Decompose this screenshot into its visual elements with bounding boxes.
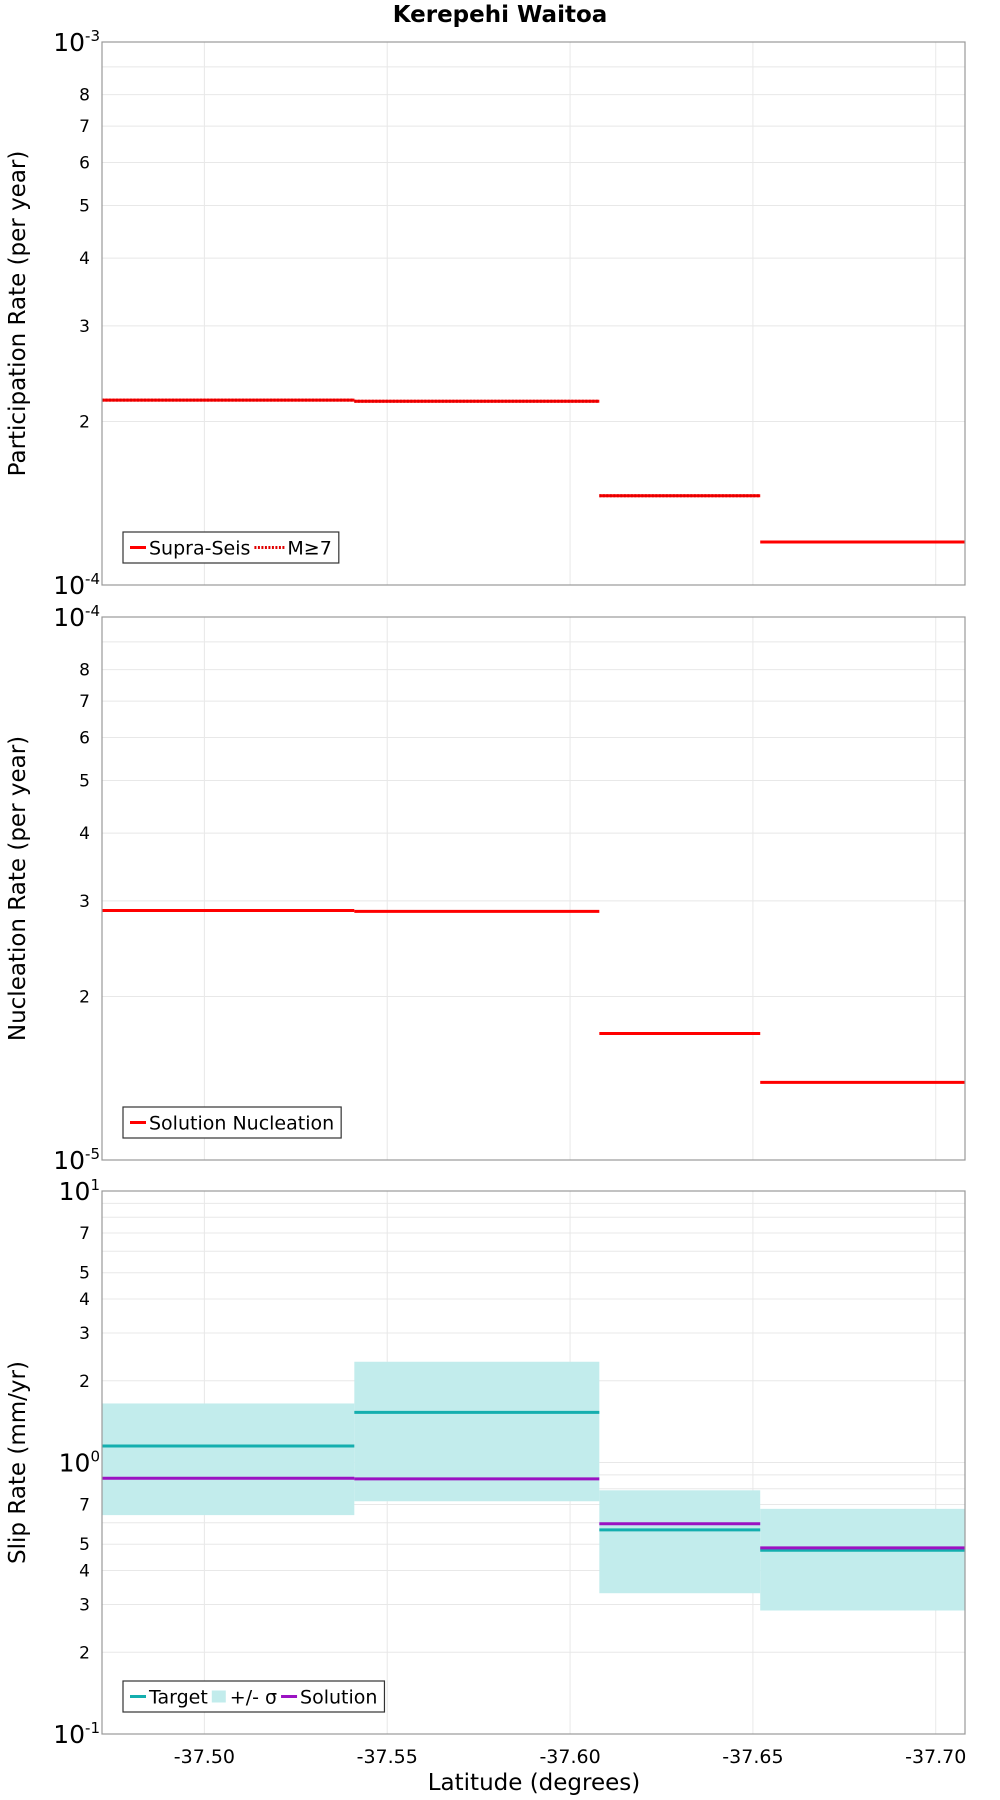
legend: Solution Nucleation [122,1106,342,1139]
x-tick-label: -37.65 [722,1746,783,1768]
plot-frame [101,1190,966,1735]
legend-frame [122,1106,342,1139]
panel-slip: 101 100 10-1 7 5 4 3 2 7 5 4 3 2 Slip Rate (mm/yr) Tar… [5,1176,966,1749]
plot-area [102,617,965,1160]
y-tick-label: 5 [79,771,90,791]
y-grid [102,641,965,998]
y-tick-label: 2 [79,988,90,1008]
y-tick-label: 2 [79,1372,90,1392]
legend-item-supra-seis: Supra-Seis [130,538,250,560]
y-tick-label: 3 [79,1324,90,1344]
plot-frame [101,616,966,1161]
legend-swatch [211,1690,226,1703]
y-tick-labels: 10-4 10-5 8 7 6 5 4 3 2 [53,602,100,1175]
y-tick-label: 2 [79,413,90,433]
y-tick-label: 2 [79,1643,90,1663]
y-tick-label: 4 [79,824,90,844]
legend-frame [122,531,340,564]
y-decade-label: 10-3 [53,27,100,57]
legend-label: Solution Nucleation [149,1113,334,1135]
x-grid [203,617,937,1160]
y-tick-label: 6 [79,153,90,173]
legend-frame [122,1680,386,1713]
x-axis: -37.50 -37.55 -37.60 -37.65 -37.70 [174,1746,967,1768]
legend-item--: +/- σ [211,1687,277,1709]
legend-label: +/- σ [230,1687,277,1709]
x-tick-label: -37.55 [357,1746,418,1768]
legend-item-solution: Solution [281,1687,377,1709]
x-tick-label: -37.70 [905,1746,966,1768]
panels-layer: 10-3 10-4 8 7 6 5 4 3 2 Participation Rate (per y… [5,27,966,1749]
y-tick-label: 8 [79,661,90,681]
series-solution [102,1476,965,1550]
plot-frame [101,41,966,586]
y-axis-label: Slip Rate (mm/yr) [5,1361,31,1564]
band-segment [599,1490,761,1594]
legend: Target +/- σ Solution [122,1680,386,1713]
x-axis-label: Latitude (degrees) [428,1770,641,1796]
plot-area [102,42,965,585]
y-decade-label: 10-5 [53,1145,100,1175]
legend-item-target: Target [130,1687,208,1709]
y-tick-label: 7 [79,117,90,137]
y-tick-label: 3 [79,1595,90,1615]
y-axis-label: Participation Rate (per year) [5,151,31,477]
y-decade-label: 10-4 [53,602,100,632]
y-decade-label: 100 [59,1448,100,1478]
legend-item-solution-nucleation: Solution Nucleation [130,1113,334,1135]
band-segment [760,1508,965,1611]
band-segment [102,1403,355,1516]
series-solution-nucleation [102,909,965,1084]
legend-label: M≥7 [287,538,331,560]
y-grid [102,66,965,423]
x-tick-label: -37.60 [539,1746,600,1768]
y-decade-label: 101 [59,1176,100,1206]
legend-label: Target [148,1687,208,1709]
legend: Supra-Seis M≥7 [122,531,340,564]
y-tick-labels: 10-3 10-4 8 7 6 5 4 3 2 [53,27,100,600]
y-tick-label: 5 [79,1535,90,1555]
y-tick-label: 7 [79,1496,90,1516]
y-tick-label: 7 [79,1224,90,1244]
x-tick-label: -37.50 [174,1746,235,1768]
series-m-7 [102,398,761,498]
y-tick-label: 5 [79,1264,90,1284]
chart-title: Kerepehi Waitoa [393,2,608,28]
series-target [102,1410,965,1552]
y-decade-label: 10-4 [53,570,100,600]
y-tick-labels: 101 100 10-1 7 5 4 3 2 7 5 4 3 2 [53,1176,100,1749]
y-tick-label: 8 [79,86,90,106]
y-tick-label: 4 [79,1290,90,1310]
y-tick-label: 4 [79,249,90,269]
y-tick-label: 3 [79,892,90,912]
y-axis-label: Nucleation Rate (per year) [5,736,31,1041]
panel-participation: 10-3 10-4 8 7 6 5 4 3 2 Participation Rate (per y… [5,27,966,600]
panel-nucleation: 10-4 10-5 8 7 6 5 4 3 2 Nucleation Rate (per year… [5,602,966,1175]
y-tick-label: 5 [79,196,90,216]
y-decade-label: 10-1 [53,1719,100,1749]
y-tick-label: 4 [79,1562,90,1582]
y-tick-label: 3 [79,317,90,337]
legend-label: Solution [300,1687,377,1709]
y-tick-label: 7 [79,692,90,712]
legend-label: Supra-Seis [149,538,250,560]
y-tick-label: 6 [79,728,90,748]
legend-item-m-7: M≥7 [254,538,332,560]
